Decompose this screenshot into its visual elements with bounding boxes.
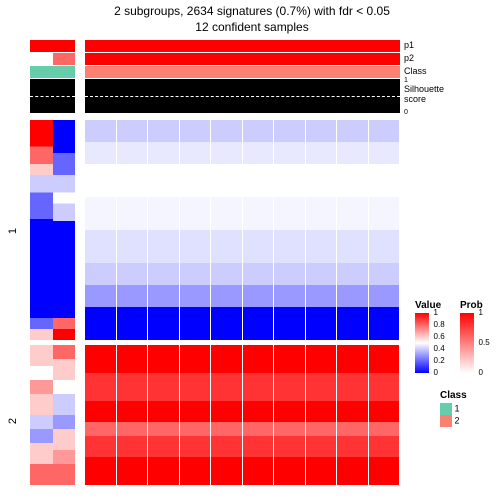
sil-tick-0: 0: [404, 109, 408, 116]
legend-class: Class 1 2: [440, 390, 467, 427]
legend-class-item: 1: [440, 403, 467, 415]
legend-prob-bar: [460, 313, 474, 373]
title-line-1: 2 subgroups, 2634 signatures (0.7%) with…: [0, 4, 504, 18]
legend-class-title: Class: [440, 390, 467, 401]
label-class: Class: [404, 66, 427, 76]
legend-value-bar: [415, 313, 429, 373]
row-label-2: 2: [7, 418, 19, 424]
row-label-1: 1: [7, 228, 19, 234]
label-p1: p1: [404, 40, 414, 50]
sil-tick-1: 1: [404, 77, 408, 84]
legend-value: Value 10.80.60.40.20: [415, 300, 441, 373]
title-line-2: 12 confident samples: [0, 20, 504, 34]
label-silhouette: Silhouette score: [404, 84, 444, 104]
label-p2: p2: [404, 53, 414, 63]
legend-prob: Prob 10.50: [460, 300, 483, 373]
legend-class-item: 2: [440, 415, 467, 427]
